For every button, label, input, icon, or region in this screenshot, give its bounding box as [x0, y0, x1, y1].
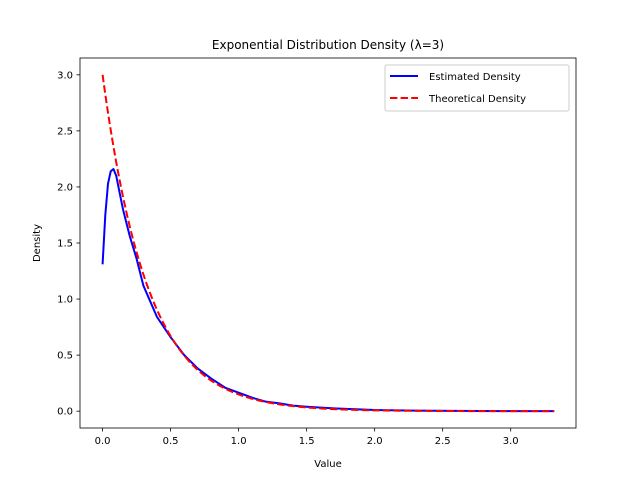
x-axis-label: Value — [314, 459, 341, 470]
y-tick-label: 3.0 — [57, 70, 73, 81]
y-tick-label: 2.0 — [57, 182, 73, 193]
legend-box — [384, 64, 570, 112]
y-axis-ticks: 0.0 0.5 1.0 1.5 2.0 2.5 3.0 — [57, 70, 80, 418]
x-tick-label: 2.0 — [367, 436, 383, 447]
y-tick-label: 1.0 — [57, 295, 73, 306]
x-tick-label: 1.5 — [299, 436, 315, 447]
y-tick-label: 2.5 — [57, 126, 73, 137]
plot-background — [80, 58, 576, 428]
series-line-theoretical-density — [101, 74, 555, 413]
plot-area: 0.0 0.5 1.0 1.5 2.0 2.5 3.0 0.0 0.5 1.0 1.5 2.0 2.5… — [57, 57, 577, 447]
y-tick-label: 0.0 — [57, 407, 73, 418]
y-axis-label: Density — [32, 224, 43, 262]
legend-label-theoretical-density: Theoretical Density — [428, 94, 526, 105]
y-tick-label: 0.5 — [57, 351, 73, 362]
x-tick-label: 3.0 — [503, 436, 519, 447]
chart-title: Exponential Distribution Density (λ=3) — [212, 38, 444, 52]
series-layer — [101, 74, 555, 413]
x-tick-label: 2.5 — [435, 436, 451, 447]
x-tick-label: 0.5 — [163, 436, 179, 447]
x-axis-ticks: 0.0 0.5 1.0 1.5 2.0 2.5 3.0 — [95, 428, 519, 447]
legend: Estimated Density Theoretical Density — [384, 64, 570, 112]
x-tick-label: 0.0 — [95, 436, 111, 447]
x-tick-label: 1.0 — [231, 436, 247, 447]
legend-label-estimated-density: Estimated Density — [429, 72, 521, 83]
y-tick-label: 1.5 — [57, 239, 73, 250]
